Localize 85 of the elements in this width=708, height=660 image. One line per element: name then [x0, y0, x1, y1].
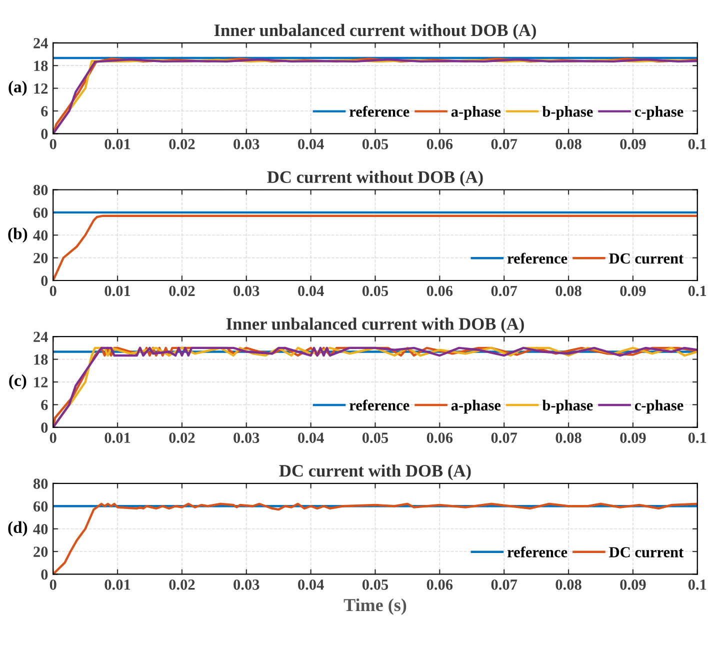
x-tick-label: 0.07 — [491, 286, 518, 296]
x-tick-label: 0.06 — [426, 286, 453, 296]
x-tick-label: 0.05 — [362, 580, 388, 590]
x-tick-label: 0.09 — [620, 286, 646, 296]
x-tick-label: 0.08 — [556, 580, 582, 590]
y-tick-label: 24 — [34, 332, 48, 342]
text: (c) — [9, 374, 26, 390]
legend-label: c-phase — [634, 106, 684, 120]
y-tick-label: 40 — [33, 524, 48, 534]
legend-label: a-phase — [451, 400, 501, 414]
y-tick-label: 12 — [34, 83, 48, 94]
x-tick-label: 0.05 — [362, 138, 388, 150]
legend-label: reference — [350, 400, 410, 410]
y-tick-label: 18 — [34, 354, 48, 365]
y-tick-label: 40 — [33, 230, 48, 241]
legend-label: reference — [350, 106, 410, 117]
legend-label: reference — [507, 252, 568, 264]
x-tick-label: 0.07 — [491, 138, 518, 150]
x-tick-label: 0.02 — [169, 432, 195, 444]
y-tick-label: 24 — [34, 38, 48, 48]
y-tick-label: 12 — [34, 377, 48, 388]
x-tick-label: 0.01 — [104, 286, 130, 296]
text: (d) — [8, 521, 28, 536]
x-tick-label: 0.1 — [688, 432, 706, 444]
x-tick-label: 0 — [50, 138, 56, 150]
chart-title: Inner unbalanced current with DOB (A) — [226, 318, 524, 334]
x-tick-label: 0.06 — [426, 432, 453, 444]
y-tick-label: 60 — [33, 501, 48, 512]
x-tick-label: 0.1 — [688, 138, 706, 150]
chart-title: DC current without DOB (A) — [267, 170, 483, 187]
legend-label: b-phase — [542, 400, 593, 414]
x-tick-label: 0.08 — [556, 286, 582, 296]
y-tick-label: 6 — [41, 400, 48, 410]
y-tick-label: 6 — [41, 106, 48, 116]
x-tick-label: 0.03 — [234, 432, 260, 444]
x-tick-label: 0.09 — [620, 138, 646, 150]
x-tick-label: 0.01 — [104, 432, 130, 444]
text: (b) — [8, 228, 28, 243]
y-tick-label: 20 — [34, 252, 48, 264]
x-tick-label: 0.03 — [234, 286, 260, 296]
x-tick-label: 0 — [50, 432, 56, 443]
x-tick-label: 0.09 — [620, 432, 646, 444]
legend-label: c-phase — [634, 400, 684, 414]
x-tick-label: 0.02 — [169, 138, 195, 150]
y-tick-label: 80 — [33, 478, 48, 489]
y-tick-label: 0 — [41, 422, 48, 433]
y-tick-label: 80 — [33, 184, 48, 196]
x-tick-label: 0.08 — [556, 432, 582, 444]
x-tick-label: 0.02 — [169, 286, 195, 296]
legend-label: DC current — [609, 547, 684, 558]
legend-label: b-phase — [542, 106, 593, 120]
y-tick-label: 0 — [41, 128, 48, 140]
y-tick-label: 0 — [41, 276, 48, 286]
x-tick-label: 0.1 — [688, 580, 706, 590]
x-tick-label: 0.05 — [362, 432, 388, 444]
legend-label: a-phase — [451, 106, 501, 120]
y-tick-label: 18 — [34, 60, 48, 72]
x-tick-label: 0 — [50, 286, 56, 296]
x-tick-label: 0.04 — [298, 432, 324, 444]
y-tick-label: 0 — [41, 569, 48, 580]
y-tick-label: 20 — [34, 546, 48, 557]
x-tick-label: 0.07 — [491, 580, 518, 590]
y-tick-label: 60 — [33, 208, 48, 218]
x-tick-label: 0.05 — [362, 286, 388, 296]
x-axis-title: Time (s) — [344, 598, 406, 615]
x-tick-label: 0.06 — [426, 138, 453, 150]
x-tick-label: 0.09 — [620, 580, 646, 590]
x-tick-label: 0.08 — [556, 138, 582, 150]
legend-label: reference — [507, 546, 568, 558]
chart-title: DC current with DOB (A) — [279, 464, 471, 480]
chart-title: Inner unbalanced current without DOB (A) — [214, 24, 536, 40]
x-tick-label: 0.07 — [491, 432, 518, 444]
x-tick-label: 0.1 — [688, 286, 706, 296]
x-tick-label: 0.06 — [426, 580, 453, 590]
x-tick-label: 0.04 — [298, 138, 324, 150]
legend-label: DC current — [609, 253, 684, 264]
x-tick-label: 0.03 — [234, 138, 260, 150]
x-tick-label: 0.01 — [104, 138, 130, 150]
x-tick-label: 0.01 — [104, 580, 130, 590]
text: (a) — [8, 80, 27, 96]
x-tick-label: 0.04 — [298, 286, 324, 296]
x-tick-label: 0 — [50, 580, 56, 590]
x-tick-label: 0.02 — [169, 580, 195, 590]
x-tick-label: 0.04 — [298, 580, 324, 590]
x-tick-label: 0.03 — [234, 580, 260, 590]
